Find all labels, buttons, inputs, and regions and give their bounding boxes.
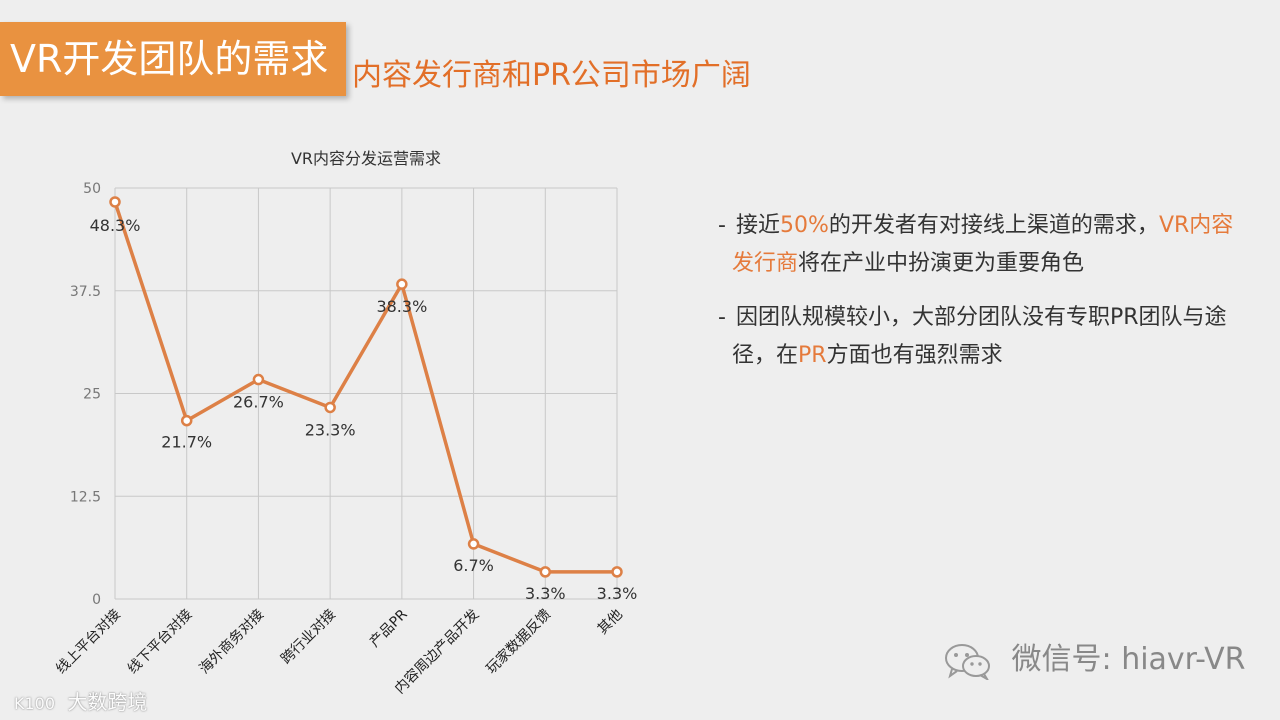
series-line xyxy=(113,201,617,574)
data-point xyxy=(180,414,193,427)
slide-title: VR开发团队的需求 xyxy=(0,22,346,96)
x-tick-label: 线下平台对接 xyxy=(124,606,195,677)
chart-title: VR内容分发运营需求 xyxy=(291,149,441,168)
bullet-item: - 因团队规模较小，大部分团队没有专职PR团队与途径，在PR方面也有强烈需求 xyxy=(718,299,1248,375)
data-label: 3.3% xyxy=(597,584,638,603)
watermark-logo: K100 xyxy=(14,694,56,713)
data-point xyxy=(109,196,121,208)
bullet-highlight: VR内容发行商 xyxy=(732,213,1234,276)
y-tick-label: 50 xyxy=(83,181,101,197)
wechat-id: 微信号: hiavr-VR xyxy=(944,640,1246,682)
bullet-dash: - xyxy=(718,305,726,330)
x-tick-label: 其他 xyxy=(595,607,626,638)
y-tick-label: 0 xyxy=(92,592,101,608)
watermark-text: 大数跨境 xyxy=(67,690,148,714)
wechat-label: 微信号: hiavr-VR xyxy=(1011,642,1246,677)
data-point xyxy=(396,278,408,290)
wechat-icon xyxy=(945,643,990,682)
y-tick-label: 37.5 xyxy=(70,284,101,300)
bullet-text: 接近 xyxy=(736,213,781,238)
data-label: 23.3% xyxy=(305,420,356,439)
y-tick-label: 25 xyxy=(83,387,101,403)
y-tick-label: 12.5 xyxy=(70,489,101,505)
x-tick-label: 线上平台对接 xyxy=(52,606,123,677)
x-tick-label: 产品PR xyxy=(367,606,411,650)
data-label: 26.7% xyxy=(233,393,284,412)
bullet-highlight: 50% xyxy=(780,213,829,238)
x-tick-label: 海外商务对接 xyxy=(196,606,267,677)
slide-subtitle: 内容发行商和PR公司市场广阔 xyxy=(352,58,751,93)
bullet-list: - 接近50%的开发者有对接线上渠道的需求，VR内容发行商将在产业中扮演更为重要角… xyxy=(718,207,1248,391)
bullet-dash: - xyxy=(718,213,726,238)
bullet-item: - 接近50%的开发者有对接线上渠道的需求，VR内容发行商将在产业中扮演更为重要角… xyxy=(718,207,1248,283)
watermark: K100 大数跨境 xyxy=(14,686,147,715)
x-tick-label: 玩家数据反馈 xyxy=(483,606,554,677)
data-label: 38.3% xyxy=(376,297,427,316)
bullet-text: 方面也有强烈需求 xyxy=(826,343,1003,368)
bullet-text: 将在产业中扮演更为重要角色 xyxy=(798,251,1085,276)
data-label: 3.3% xyxy=(525,584,566,603)
data-point xyxy=(324,401,336,414)
data-label: 21.7% xyxy=(161,433,212,452)
data-label: 6.7% xyxy=(453,556,494,575)
data-point xyxy=(252,373,265,386)
data-label: 48.3% xyxy=(90,216,141,235)
data-point xyxy=(611,566,623,578)
bullet-text: 因团队规模较小，大部分团队没有专职PR团队与途径，在 xyxy=(732,305,1227,368)
x-tick-label: 跨行业对接 xyxy=(277,606,339,668)
bullet-highlight: PR xyxy=(798,343,827,368)
data-point xyxy=(467,538,480,550)
bullet-text: 的开发者有对接线上渠道的需求， xyxy=(828,213,1159,238)
data-point xyxy=(539,566,552,578)
